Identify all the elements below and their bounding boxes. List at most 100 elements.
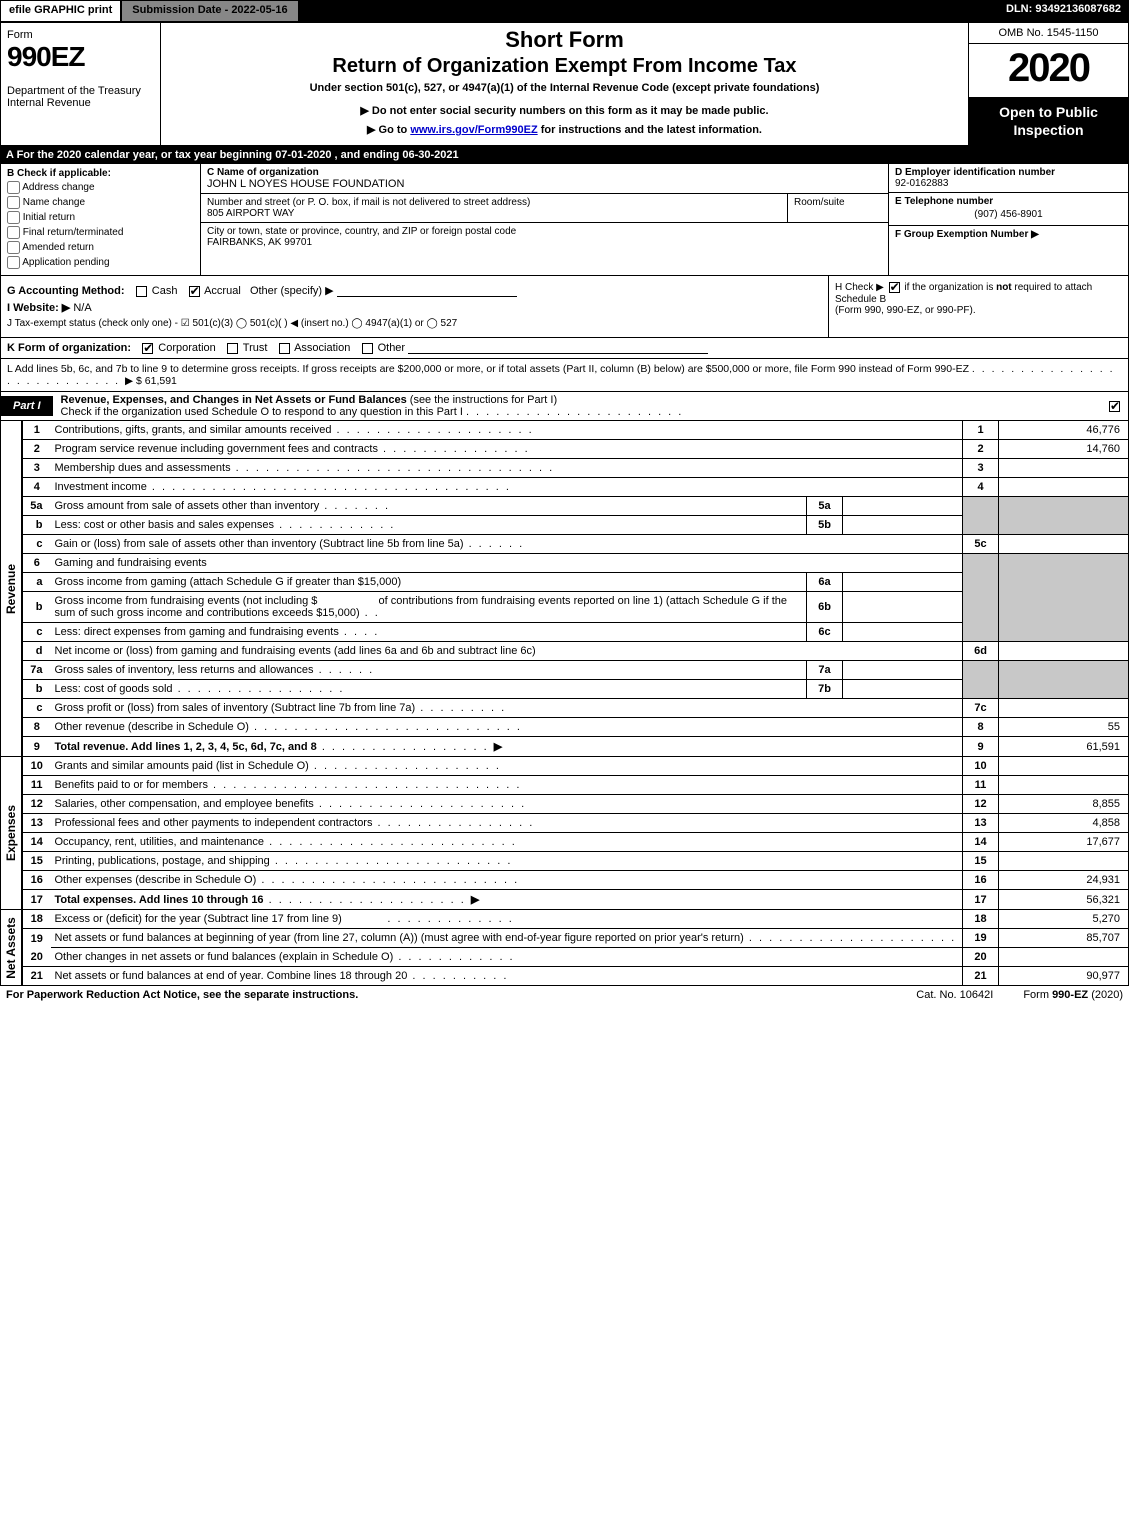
chk-accrual[interactable] [189,286,200,297]
l18-val: 5,270 [999,910,1129,929]
l6-shade2 [999,554,1129,573]
l7b-inval[interactable] [843,680,963,699]
l17-no: 17 [23,890,51,910]
chk-cash[interactable] [136,286,147,297]
line-4: 4Investment income . . . . . . . . . . .… [23,478,1129,497]
line-5b: bLess: cost or other basis and sales exp… [23,516,1129,535]
chk-corporation[interactable] [142,343,153,354]
footer-right-pre: Form [1023,989,1052,1001]
l6a-inval[interactable] [843,573,963,592]
l7b-shade2 [999,680,1129,699]
efile-print-button[interactable]: efile GRAPHIC print [0,0,121,22]
footer-right-post: (2020) [1088,989,1123,1001]
form-number-block: Form 990EZ [1,23,160,79]
opt-address-change: Address change [22,183,94,194]
l18-desc: Excess or (deficit) for the year (Subtra… [55,913,342,925]
dept-line2: Internal Revenue [7,97,154,109]
opt-association: Association [294,342,350,354]
chk-schedule-b[interactable] [889,282,900,293]
l7b-desc: Less: cost of goods sold [55,683,173,695]
opt-application-pending: Application pending [22,258,109,269]
l12-val: 8,855 [999,795,1129,814]
city-cell: City or town, state or province, country… [201,223,888,251]
department-block: Department of the Treasury Internal Reve… [1,79,160,115]
form-title-1: Short Form [169,27,960,53]
chk-application-pending[interactable]: Application pending [7,256,194,269]
line-7b: bLess: cost of goods sold . . . . . . . … [23,680,1129,699]
part1-check-line: Check if the organization used Schedule … [61,406,463,418]
header-right: OMB No. 1545-1150 2020 Open to Public In… [968,23,1128,145]
chk-trust[interactable] [227,343,238,354]
box-f: F Group Exemption Number ▶ [889,226,1128,243]
chk-amended-return[interactable]: Amended return [7,241,194,254]
l3-desc: Membership dues and assessments [55,462,231,474]
l8-val: 55 [999,718,1129,737]
revenue-label-text: Revenue [4,564,18,614]
l9-no: 9 [23,737,51,757]
revenue-table: 1Contributions, gifts, grants, and simil… [22,421,1129,757]
l11-desc: Benefits paid to or for members [55,779,208,791]
l20-val [999,948,1129,967]
l6c-inval[interactable] [843,623,963,642]
l10-rnum: 10 [963,757,999,776]
opt-amended-return: Amended return [22,243,94,254]
l10-no: 10 [23,757,51,776]
l7a-inval[interactable] [843,661,963,680]
l5a-inval[interactable] [843,497,963,516]
l2-desc: Program service revenue including govern… [55,443,378,455]
l-amount: ▶ $ 61,591 [125,375,177,387]
line-5a: 5aGross amount from sale of assets other… [23,497,1129,516]
l13-val: 4,858 [999,814,1129,833]
chk-name-change[interactable]: Name change [7,196,194,209]
l2-rnum: 2 [963,440,999,459]
l1-rnum: 1 [963,421,999,440]
l20-no: 20 [23,948,51,967]
line-2: 2 Program service revenue including gover… [23,440,1129,459]
l6b-no: b [23,592,51,623]
chk-schedule-o-part1[interactable] [1109,401,1120,412]
l14-no: 14 [23,833,51,852]
other-specify-blank[interactable] [337,296,517,297]
l12-desc: Salaries, other compensation, and employ… [55,798,314,810]
l3-val [999,459,1129,478]
l5b-inval[interactable] [843,516,963,535]
opt-initial-return: Initial return [23,213,75,224]
chk-other-org[interactable] [362,343,373,354]
line-13: 13Professional fees and other payments t… [23,814,1129,833]
l14-rnum: 14 [963,833,999,852]
h-not: not [996,283,1012,294]
chk-association[interactable] [279,343,290,354]
chk-address-change[interactable]: Address change [7,181,194,194]
line-5c: cGain or (loss) from sale of assets othe… [23,535,1129,554]
header-center: Short Form Return of Organization Exempt… [161,23,968,145]
opt-other-org: Other [378,342,406,354]
l18-no: 18 [23,910,51,929]
row-gh: G Accounting Method: Cash Accrual Other … [0,276,1129,338]
line-15: 15Printing, publications, postage, and s… [23,852,1129,871]
irs-link[interactable]: www.irs.gov/Form990EZ [410,124,537,136]
l14-desc: Occupancy, rent, utilities, and maintena… [55,836,265,848]
l2-no: 2 [23,440,51,459]
box-def: D Employer identification number 92-0162… [888,164,1128,275]
l6b-inval[interactable] [843,592,963,623]
chk-final-return[interactable]: Final return/terminated [7,226,194,239]
l5b-desc: Less: cost or other basis and sales expe… [55,519,275,531]
l21-desc: Net assets or fund balances at end of ye… [55,970,408,982]
netassets-table: 18 Excess or (deficit) for the year (Subt… [22,910,1129,986]
page-footer: For Paperwork Reduction Act Notice, see … [0,986,1129,1004]
goto-post: for instructions and the latest informat… [538,124,762,136]
l2-val: 14,760 [999,440,1129,459]
l17-val: 56,321 [999,890,1129,910]
row-k: K Form of organization: Corporation Trus… [0,338,1129,359]
line-7c: cGross profit or (loss) from sales of in… [23,699,1129,718]
chk-initial-return[interactable]: Initial return [7,211,194,224]
other-org-blank[interactable] [408,353,708,354]
line-7a: 7aGross sales of inventory, less returns… [23,661,1129,680]
dln-number: DLN: 93492136087682 [998,0,1129,22]
box-e: E Telephone number (907) 456-8901 [889,193,1128,226]
line-18: 18 Excess or (deficit) for the year (Subt… [23,910,1129,929]
line-6c: cLess: direct expenses from gaming and f… [23,623,1129,642]
row-h: H Check ▶ if the organization is not req… [828,276,1128,337]
l7b-shade1 [963,680,999,699]
l5a-desc: Gross amount from sale of assets other t… [55,500,320,512]
